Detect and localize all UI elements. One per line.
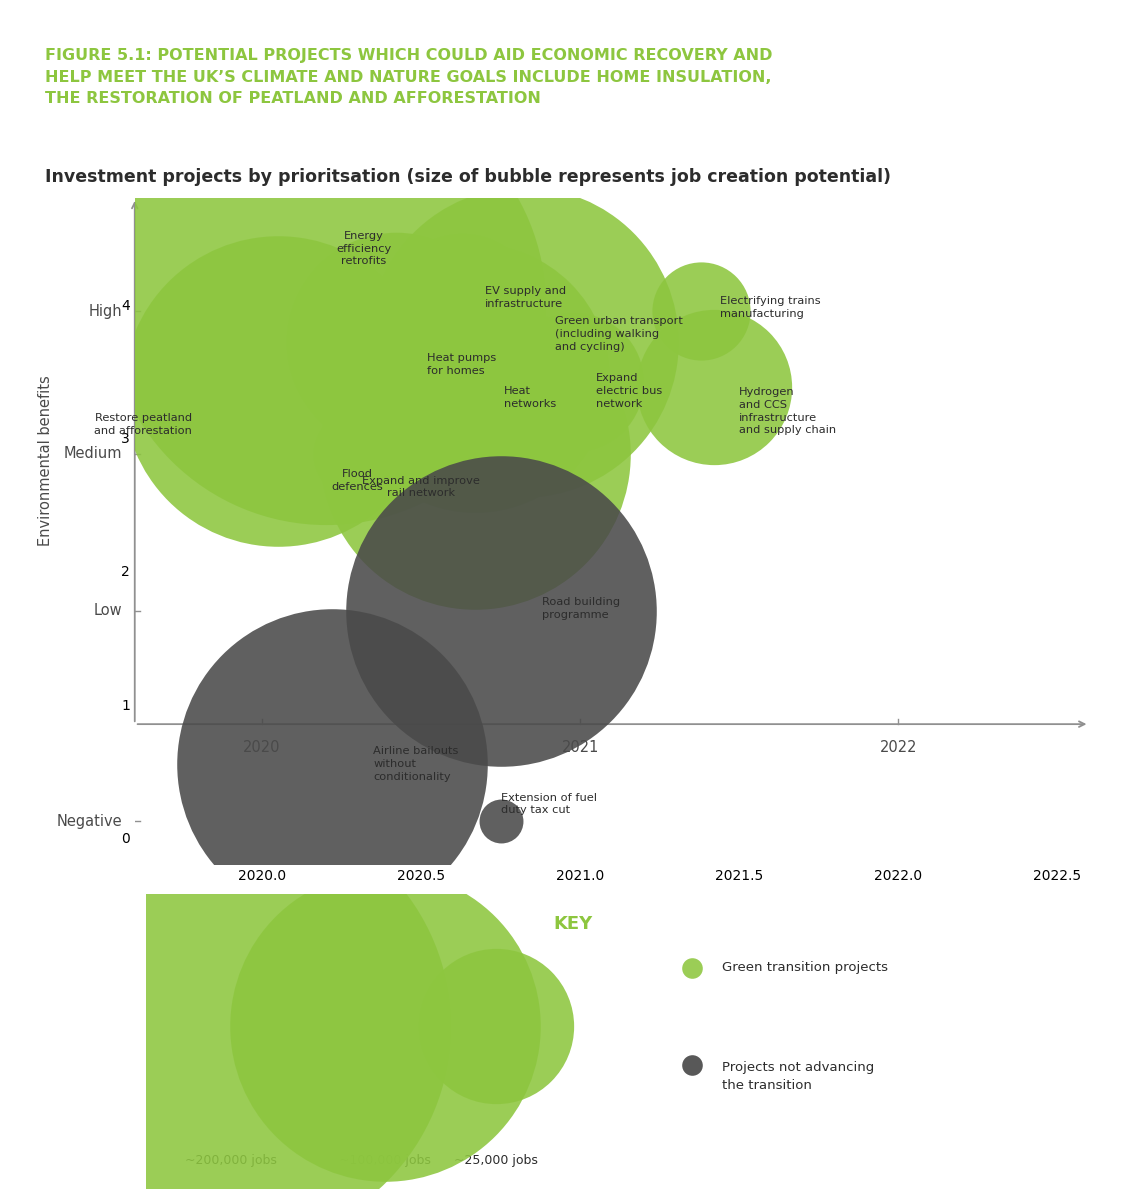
Text: Green transition projects: Green transition projects	[722, 961, 888, 974]
Text: Investment projects by prioritsation (size of bubble represents job creation pot: Investment projects by prioritsation (si…	[45, 168, 891, 186]
Point	[492, 811, 510, 830]
Point	[454, 301, 472, 320]
Text: Electrifying trains
manufacturing: Electrifying trains manufacturing	[720, 296, 821, 319]
Text: Negative: Negative	[56, 814, 122, 829]
Point	[466, 444, 484, 463]
Point	[683, 958, 701, 977]
Point	[705, 378, 723, 397]
Text: Low: Low	[93, 604, 122, 618]
Point	[222, 1016, 240, 1036]
Text: Heat
networks: Heat networks	[504, 386, 556, 409]
Text: Hydrogen
and CCS
infrastructure
and supply chain: Hydrogen and CCS infrastructure and supp…	[739, 386, 837, 436]
Text: KEY: KEY	[554, 914, 592, 932]
Text: Road building
programme: Road building programme	[542, 596, 620, 619]
Text: ~100,000 jobs: ~100,000 jobs	[339, 1154, 431, 1168]
Text: FIGURE 5.1: POTENTIAL PROJECTS WHICH COULD AID ECONOMIC RECOVERY AND
HELP MEET T: FIGURE 5.1: POTENTIAL PROJECTS WHICH COU…	[45, 48, 773, 107]
Point	[492, 601, 510, 620]
Text: Medium: Medium	[64, 446, 122, 461]
Text: Environmental benefits: Environmental benefits	[38, 376, 53, 546]
Text: High: High	[89, 304, 122, 319]
Text: ~200,000 jobs: ~200,000 jobs	[185, 1154, 277, 1168]
Text: Expand
electric bus
network: Expand electric bus network	[596, 373, 663, 409]
Point	[270, 382, 287, 401]
Point	[692, 301, 710, 320]
Text: Airline bailouts
without
conditionality: Airline bailouts without conditionality	[373, 746, 459, 782]
Text: Expand and improve
rail network: Expand and improve rail network	[363, 475, 480, 498]
Text: Restore peatland
and afforestation: Restore peatland and afforestation	[94, 413, 192, 436]
Text: Heat pumps
for homes: Heat pumps for homes	[428, 353, 496, 376]
Point	[565, 372, 583, 391]
Text: Extension of fuel
duty tax cut: Extension of fuel duty tax cut	[501, 793, 596, 816]
Point	[514, 332, 532, 352]
Text: Flood
defences: Flood defences	[331, 469, 383, 492]
Text: Projects not advancing
the transition: Projects not advancing the transition	[722, 1061, 875, 1092]
Point	[348, 444, 366, 463]
Text: 2022: 2022	[879, 740, 917, 755]
Point	[466, 368, 484, 388]
Point	[317, 295, 335, 314]
Point	[323, 755, 341, 774]
Text: EV supply and
infrastructure: EV supply and infrastructure	[485, 287, 566, 310]
Text: Green urban transport
(including walking
and cycling): Green urban transport (including walking…	[555, 316, 683, 352]
Point	[683, 1055, 701, 1074]
Text: 2021: 2021	[562, 740, 599, 755]
Text: ~25,000 jobs: ~25,000 jobs	[454, 1154, 538, 1168]
Text: Energy
efficiency
retrofits: Energy efficiency retrofits	[336, 230, 392, 266]
Point	[376, 1016, 394, 1036]
Point	[386, 332, 404, 352]
Point	[487, 1016, 505, 1036]
Text: 2020: 2020	[244, 740, 281, 755]
